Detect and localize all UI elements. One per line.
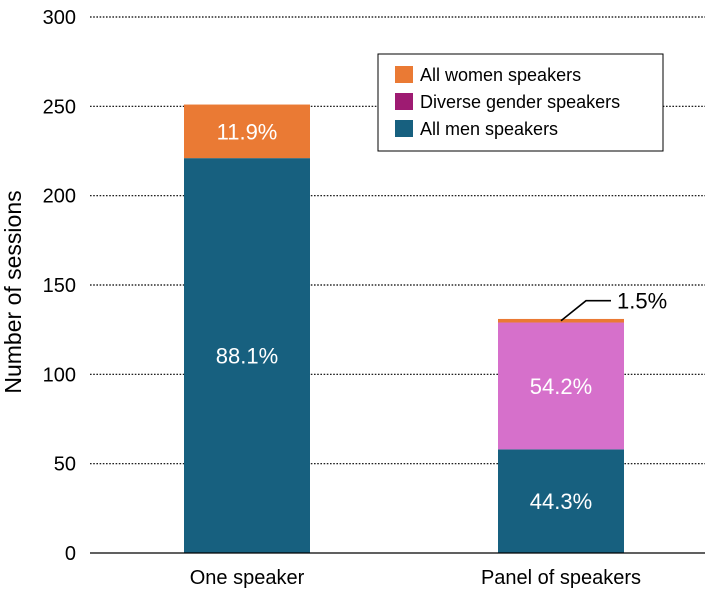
bar-segment xyxy=(184,158,310,553)
legend-label: All women speakers xyxy=(420,65,581,85)
bar-value-label: 1.5% xyxy=(617,289,667,314)
legend-swatch xyxy=(395,93,413,110)
y-tick-label: 200 xyxy=(43,186,76,208)
legend-label: All men speakers xyxy=(420,119,558,139)
bar-value-label: 44.3% xyxy=(530,489,592,514)
legend: All women speakers Diverse gender speaker… xyxy=(377,53,664,152)
y-tick-label: 250 xyxy=(43,96,76,118)
y-tick-label: 100 xyxy=(43,364,76,386)
callout-line xyxy=(560,299,611,322)
bar-segment xyxy=(498,322,624,450)
y-tick-labels: 0 50 100 150 200 250 300 xyxy=(43,7,76,565)
y-tick-label: 50 xyxy=(54,454,76,476)
y-tick-label: 0 xyxy=(65,543,76,565)
bar-value-label: 54.2% xyxy=(530,374,592,399)
x-tick-label: One speaker xyxy=(190,567,305,589)
y-axis-label: Number of sessions xyxy=(0,190,26,393)
bar-segment xyxy=(498,449,624,553)
x-tick-label: Panel of speakers xyxy=(481,567,641,589)
bar-value-label: 11.9% xyxy=(217,119,278,144)
bars xyxy=(184,104,624,553)
x-tick-labels: One speaker Panel of speakers xyxy=(190,567,641,589)
y-tick-label: 150 xyxy=(43,275,76,297)
y-tick-label: 300 xyxy=(43,7,76,29)
bar-segment xyxy=(184,104,310,159)
legend-swatch xyxy=(395,66,413,83)
bar-value-label: 88.1% xyxy=(216,344,278,369)
bar-value-labels: 88.1% 11.9% 44.3% 54.2% 1.5% xyxy=(216,119,667,514)
legend-label: Diverse gender speakers xyxy=(420,92,620,112)
legend-swatch xyxy=(395,120,413,137)
legend-box xyxy=(377,53,664,152)
